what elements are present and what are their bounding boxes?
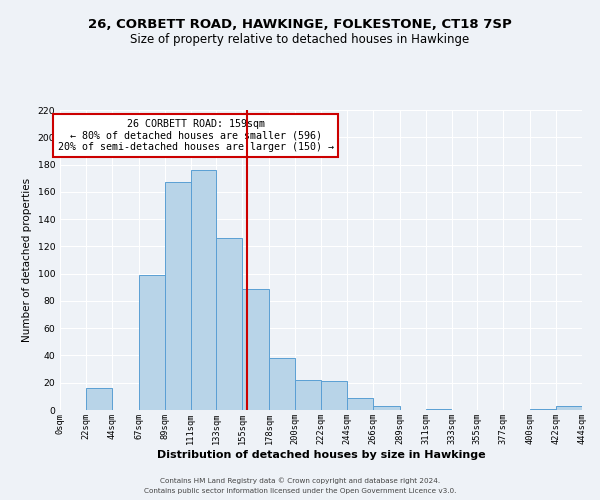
Bar: [86, 388, 112, 410]
Text: 26 CORBETT ROAD: 159sqm
← 80% of detached houses are smaller (596)
20% of semi-d: 26 CORBETT ROAD: 159sqm ← 80% of detache…: [58, 119, 334, 152]
Bar: [321, 382, 347, 410]
Y-axis label: Number of detached properties: Number of detached properties: [22, 178, 32, 342]
Bar: [556, 406, 582, 410]
Bar: [269, 358, 295, 410]
Bar: [217, 238, 242, 410]
Text: Size of property relative to detached houses in Hawkinge: Size of property relative to detached ho…: [130, 32, 470, 46]
Bar: [191, 170, 217, 410]
X-axis label: Distribution of detached houses by size in Hawkinge: Distribution of detached houses by size …: [157, 450, 485, 460]
Bar: [425, 408, 451, 410]
Bar: [295, 380, 321, 410]
Text: 26, CORBETT ROAD, HAWKINGE, FOLKESTONE, CT18 7SP: 26, CORBETT ROAD, HAWKINGE, FOLKESTONE, …: [88, 18, 512, 30]
Bar: [139, 275, 164, 410]
Text: Contains public sector information licensed under the Open Government Licence v3: Contains public sector information licen…: [144, 488, 456, 494]
Bar: [242, 288, 269, 410]
Bar: [373, 406, 400, 410]
Text: Contains HM Land Registry data © Crown copyright and database right 2024.: Contains HM Land Registry data © Crown c…: [160, 478, 440, 484]
Bar: [530, 408, 556, 410]
Bar: [164, 182, 191, 410]
Bar: [347, 398, 373, 410]
